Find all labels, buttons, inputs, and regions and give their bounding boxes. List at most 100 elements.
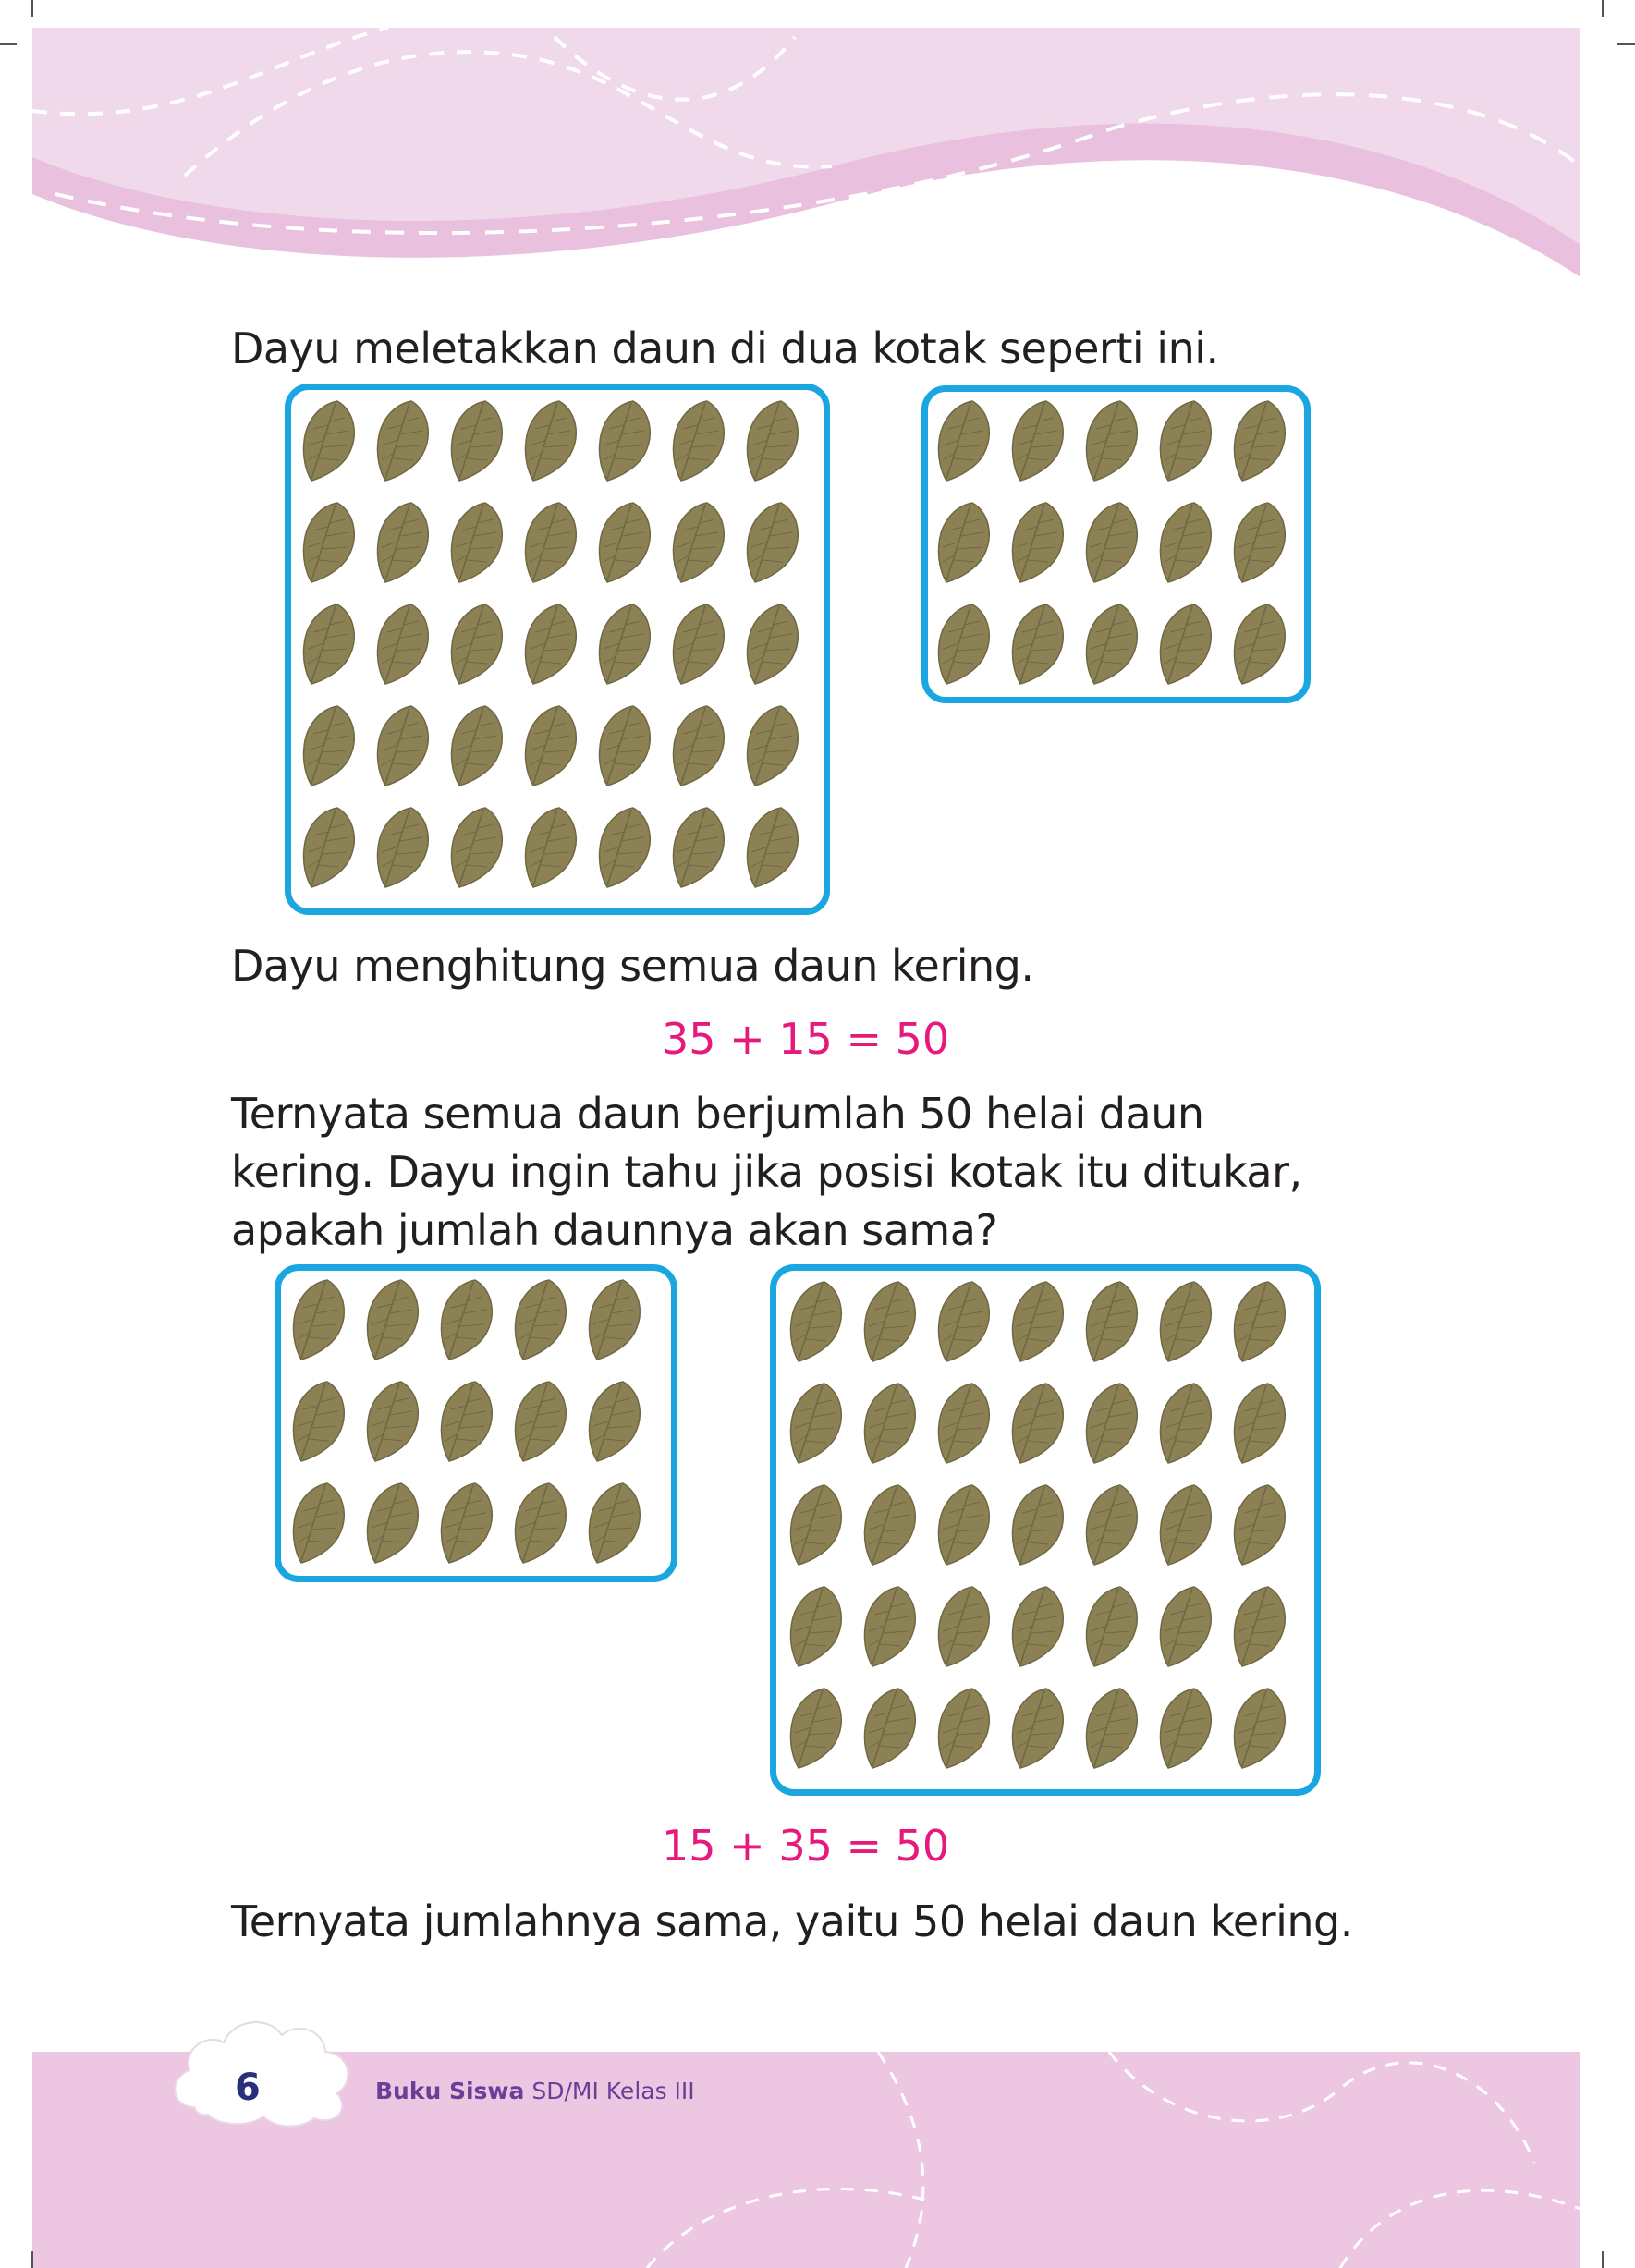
leaf-icon	[1157, 1482, 1231, 1583]
leaf-icon	[586, 1480, 660, 1581]
leaf-grid	[935, 397, 1305, 702]
leaf-icon	[290, 1378, 364, 1480]
leaf-icon	[448, 601, 522, 702]
leaf-icon	[1157, 1278, 1231, 1380]
leaf-icon	[1009, 1380, 1083, 1482]
leaf-icon	[512, 1480, 586, 1581]
leaf-icon	[1231, 1685, 1305, 1786]
leaf-icon	[787, 1482, 861, 1583]
leaf-icon	[1157, 499, 1231, 601]
leaf-box-35-top	[285, 384, 830, 915]
leaf-icon	[1083, 1380, 1157, 1482]
header-decoration	[0, 0, 1635, 305]
leaf-icon	[596, 601, 670, 702]
leaf-icon	[448, 499, 522, 601]
leaf-icon	[1231, 499, 1305, 601]
leaf-icon	[1083, 601, 1157, 702]
footer-book-title: Buku Siswa SD/MI Kelas III	[375, 2078, 695, 2104]
leaf-grid	[787, 1278, 1305, 1786]
leaf-icon	[1009, 1685, 1083, 1786]
leaf-icon	[374, 601, 448, 702]
question-line-3: apakah jumlah daunnya akan sama?	[231, 1205, 998, 1255]
leaf-icon	[374, 499, 448, 601]
leaf-icon	[596, 804, 670, 906]
leaf-icon	[448, 397, 522, 499]
leaf-icon	[935, 1685, 1009, 1786]
question-line-2: kering. Dayu ingin tahu jika posisi kota…	[231, 1147, 1302, 1197]
leaf-icon	[935, 1583, 1009, 1685]
cloud-icon	[174, 2021, 349, 2128]
leaf-icon	[1083, 499, 1157, 601]
leaf-icon	[448, 702, 522, 804]
leaf-icon	[670, 397, 744, 499]
leaf-icon	[744, 702, 818, 804]
leaf-icon	[522, 601, 596, 702]
leaf-icon	[512, 1276, 586, 1378]
leaf-icon	[300, 499, 374, 601]
equation-first: 35 + 15 = 50	[662, 1014, 950, 1064]
leaf-icon	[787, 1380, 861, 1482]
leaf-icon	[448, 804, 522, 906]
leaf-box-15-top	[921, 385, 1311, 703]
leaf-icon	[374, 804, 448, 906]
leaf-icon	[1083, 397, 1157, 499]
leaf-icon	[670, 601, 744, 702]
leaf-icon	[522, 804, 596, 906]
leaf-icon	[1231, 1380, 1305, 1482]
leaf-icon	[1009, 601, 1083, 702]
leaf-icon	[438, 1276, 512, 1378]
leaf-icon	[1009, 1482, 1083, 1583]
leaf-icon	[364, 1276, 438, 1378]
leaf-icon	[364, 1480, 438, 1581]
leaf-icon	[1083, 1583, 1157, 1685]
conclusion-text: Ternyata jumlahnya sama, yaitu 50 helai …	[231, 1896, 1353, 1946]
leaf-icon	[290, 1276, 364, 1378]
leaf-icon	[935, 601, 1009, 702]
leaf-icon	[1157, 1380, 1231, 1482]
leaf-icon	[522, 702, 596, 804]
leaf-icon	[512, 1378, 586, 1480]
leaf-icon	[744, 804, 818, 906]
intro-text: Dayu meletakkan daun di dua kotak sepert…	[231, 323, 1219, 373]
leaf-icon	[1231, 397, 1305, 499]
leaf-icon	[374, 702, 448, 804]
equation-second: 15 + 35 = 50	[662, 1821, 950, 1871]
leaf-icon	[1083, 1482, 1157, 1583]
leaf-icon	[935, 499, 1009, 601]
leaf-grid	[300, 397, 818, 906]
leaf-icon	[1231, 1482, 1305, 1583]
leaf-icon	[300, 804, 374, 906]
leaf-icon	[744, 499, 818, 601]
leaf-icon	[300, 601, 374, 702]
leaf-icon	[861, 1685, 935, 1786]
leaf-icon	[787, 1583, 861, 1685]
leaf-icon	[935, 1482, 1009, 1583]
leaf-icon	[586, 1276, 660, 1378]
leaf-icon	[1083, 1685, 1157, 1786]
leaf-icon	[1009, 499, 1083, 601]
leaf-icon	[1157, 397, 1231, 499]
leaf-icon	[364, 1378, 438, 1480]
leaf-icon	[586, 1378, 660, 1480]
leaf-icon	[861, 1380, 935, 1482]
leaf-icon	[861, 1583, 935, 1685]
leaf-icon	[1231, 1278, 1305, 1380]
leaf-icon	[670, 702, 744, 804]
leaf-icon	[670, 499, 744, 601]
leaf-icon	[374, 397, 448, 499]
leaf-box-35-bottom	[770, 1264, 1321, 1796]
leaf-icon	[300, 397, 374, 499]
leaf-icon	[1009, 1583, 1083, 1685]
leaf-icon	[787, 1278, 861, 1380]
leaf-box-15-bottom	[275, 1264, 677, 1582]
leaf-icon	[596, 702, 670, 804]
leaf-icon	[1083, 1278, 1157, 1380]
leaf-icon	[522, 397, 596, 499]
leaf-icon	[300, 702, 374, 804]
leaf-icon	[1157, 1685, 1231, 1786]
leaf-icon	[1009, 397, 1083, 499]
leaf-icon	[596, 397, 670, 499]
leaf-icon	[290, 1480, 364, 1581]
leaf-icon	[1157, 601, 1231, 702]
footer-book-title-rest: SD/MI Kelas III	[524, 2078, 695, 2104]
